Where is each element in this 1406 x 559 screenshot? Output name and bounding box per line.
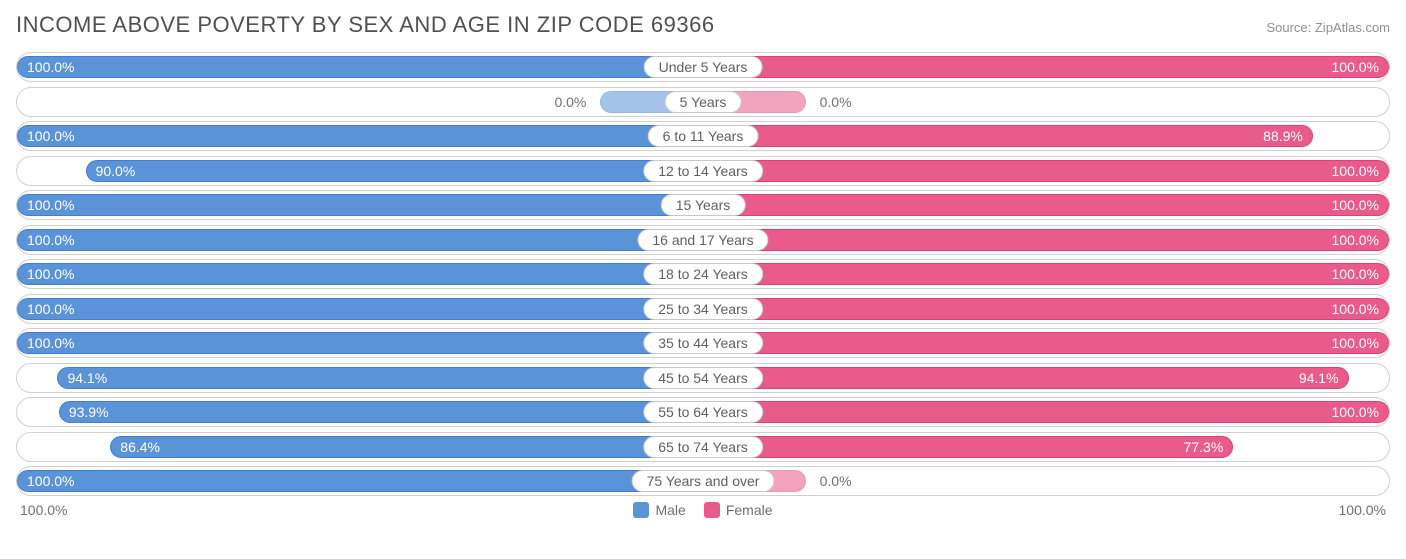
category-label: 45 to 54 Years: [643, 367, 763, 389]
chart-legend: Male Female: [633, 502, 772, 518]
male-value-label: 100.0%: [17, 197, 74, 213]
male-bar: [17, 56, 703, 78]
female-bar: [703, 298, 1389, 320]
male-bar: [110, 436, 703, 458]
chart-row: 90.0% 100.0% 12 to 14 Years: [16, 156, 1390, 186]
female-bar: [703, 160, 1389, 182]
chart-header: INCOME ABOVE POVERTY BY SEX AND AGE IN Z…: [16, 12, 1390, 38]
female-bar: [703, 263, 1389, 285]
male-value-label: 86.4%: [110, 439, 160, 455]
male-bar: [17, 298, 703, 320]
female-bar: [703, 194, 1389, 216]
male-bar: [57, 367, 703, 389]
female-bar: [703, 367, 1349, 389]
chart-row: 100.0% 100.0% 35 to 44 Years: [16, 328, 1390, 358]
male-value-label: 100.0%: [17, 128, 74, 144]
male-bar: [17, 125, 703, 147]
legend-male: Male: [633, 502, 685, 518]
category-label: 25 to 34 Years: [643, 298, 763, 320]
male-value-label: 94.1%: [57, 370, 107, 386]
chart-row: 94.1% 94.1% 45 to 54 Years: [16, 363, 1390, 393]
female-value-label: 100.0%: [1332, 301, 1389, 317]
male-bar: [17, 332, 703, 354]
category-label: 55 to 64 Years: [643, 401, 763, 423]
female-bar: [703, 229, 1389, 251]
category-label: 18 to 24 Years: [643, 263, 763, 285]
female-value-label: 100.0%: [1332, 197, 1389, 213]
male-bar: [17, 470, 703, 492]
male-value-label: 100.0%: [17, 301, 74, 317]
female-bar: [703, 436, 1233, 458]
axis-left-label: 100.0%: [20, 502, 67, 518]
male-swatch-icon: [633, 502, 649, 518]
female-value-label: 0.0%: [820, 473, 852, 489]
female-value-label: 77.3%: [1184, 439, 1234, 455]
chart-row: 100.0% 100.0% Under 5 Years: [16, 52, 1390, 82]
chart-row: 93.9% 100.0% 55 to 64 Years: [16, 397, 1390, 427]
chart-row: 100.0% 0.0% 75 Years and over: [16, 466, 1390, 496]
male-bar: [59, 401, 703, 423]
legend-female-label: Female: [726, 502, 773, 518]
male-value-label: 90.0%: [86, 163, 136, 179]
male-bar: [86, 160, 703, 182]
legend-female: Female: [704, 502, 773, 518]
category-label: 6 to 11 Years: [648, 125, 759, 147]
category-label: 15 Years: [661, 194, 746, 216]
legend-male-label: Male: [655, 502, 685, 518]
chart-row: 0.0% 0.0% 5 Years: [16, 87, 1390, 117]
female-bar: [703, 401, 1389, 423]
female-bar: [703, 332, 1389, 354]
male-bar: [17, 229, 703, 251]
category-label: 12 to 14 Years: [643, 160, 763, 182]
male-value-label: 0.0%: [554, 94, 586, 110]
male-bar: [17, 194, 703, 216]
female-value-label: 88.9%: [1263, 128, 1313, 144]
female-value-label: 100.0%: [1332, 266, 1389, 282]
male-bar: [17, 263, 703, 285]
male-value-label: 93.9%: [59, 404, 109, 420]
male-value-label: 100.0%: [17, 335, 74, 351]
category-label: 75 Years and over: [632, 470, 775, 492]
female-bar: [703, 125, 1313, 147]
chart-row: 86.4% 77.3% 65 to 74 Years: [16, 432, 1390, 462]
chart-title: INCOME ABOVE POVERTY BY SEX AND AGE IN Z…: [16, 12, 715, 38]
chart-row: 100.0% 100.0% 16 and 17 Years: [16, 225, 1390, 255]
female-bar: [703, 56, 1389, 78]
female-value-label: 100.0%: [1332, 163, 1389, 179]
chart-row: 100.0% 100.0% 15 Years: [16, 190, 1390, 220]
chart-footer: 100.0% Male Female 100.0%: [16, 502, 1390, 518]
male-value-label: 100.0%: [17, 473, 74, 489]
chart-row: 100.0% 100.0% 18 to 24 Years: [16, 259, 1390, 289]
chart-row: 100.0% 88.9% 6 to 11 Years: [16, 121, 1390, 151]
chart-source: Source: ZipAtlas.com: [1266, 20, 1390, 35]
male-value-label: 100.0%: [17, 59, 74, 75]
female-value-label: 100.0%: [1332, 404, 1389, 420]
category-label: 65 to 74 Years: [643, 436, 763, 458]
diverging-bar-chart: 100.0% 100.0% Under 5 Years 0.0% 0.0% 5 Years…: [16, 52, 1390, 496]
chart-row: 100.0% 100.0% 25 to 34 Years: [16, 294, 1390, 324]
female-value-label: 100.0%: [1332, 335, 1389, 351]
female-value-label: 94.1%: [1299, 370, 1349, 386]
female-swatch-icon: [704, 502, 720, 518]
category-label: 35 to 44 Years: [643, 332, 763, 354]
category-label: Under 5 Years: [644, 56, 763, 78]
male-value-label: 100.0%: [17, 266, 74, 282]
male-value-label: 100.0%: [17, 232, 74, 248]
female-value-label: 100.0%: [1332, 59, 1389, 75]
category-label: 16 and 17 Years: [637, 229, 768, 251]
female-value-label: 100.0%: [1332, 232, 1389, 248]
female-value-label: 0.0%: [820, 94, 852, 110]
category-label: 5 Years: [665, 91, 742, 113]
axis-right-label: 100.0%: [1339, 502, 1386, 518]
